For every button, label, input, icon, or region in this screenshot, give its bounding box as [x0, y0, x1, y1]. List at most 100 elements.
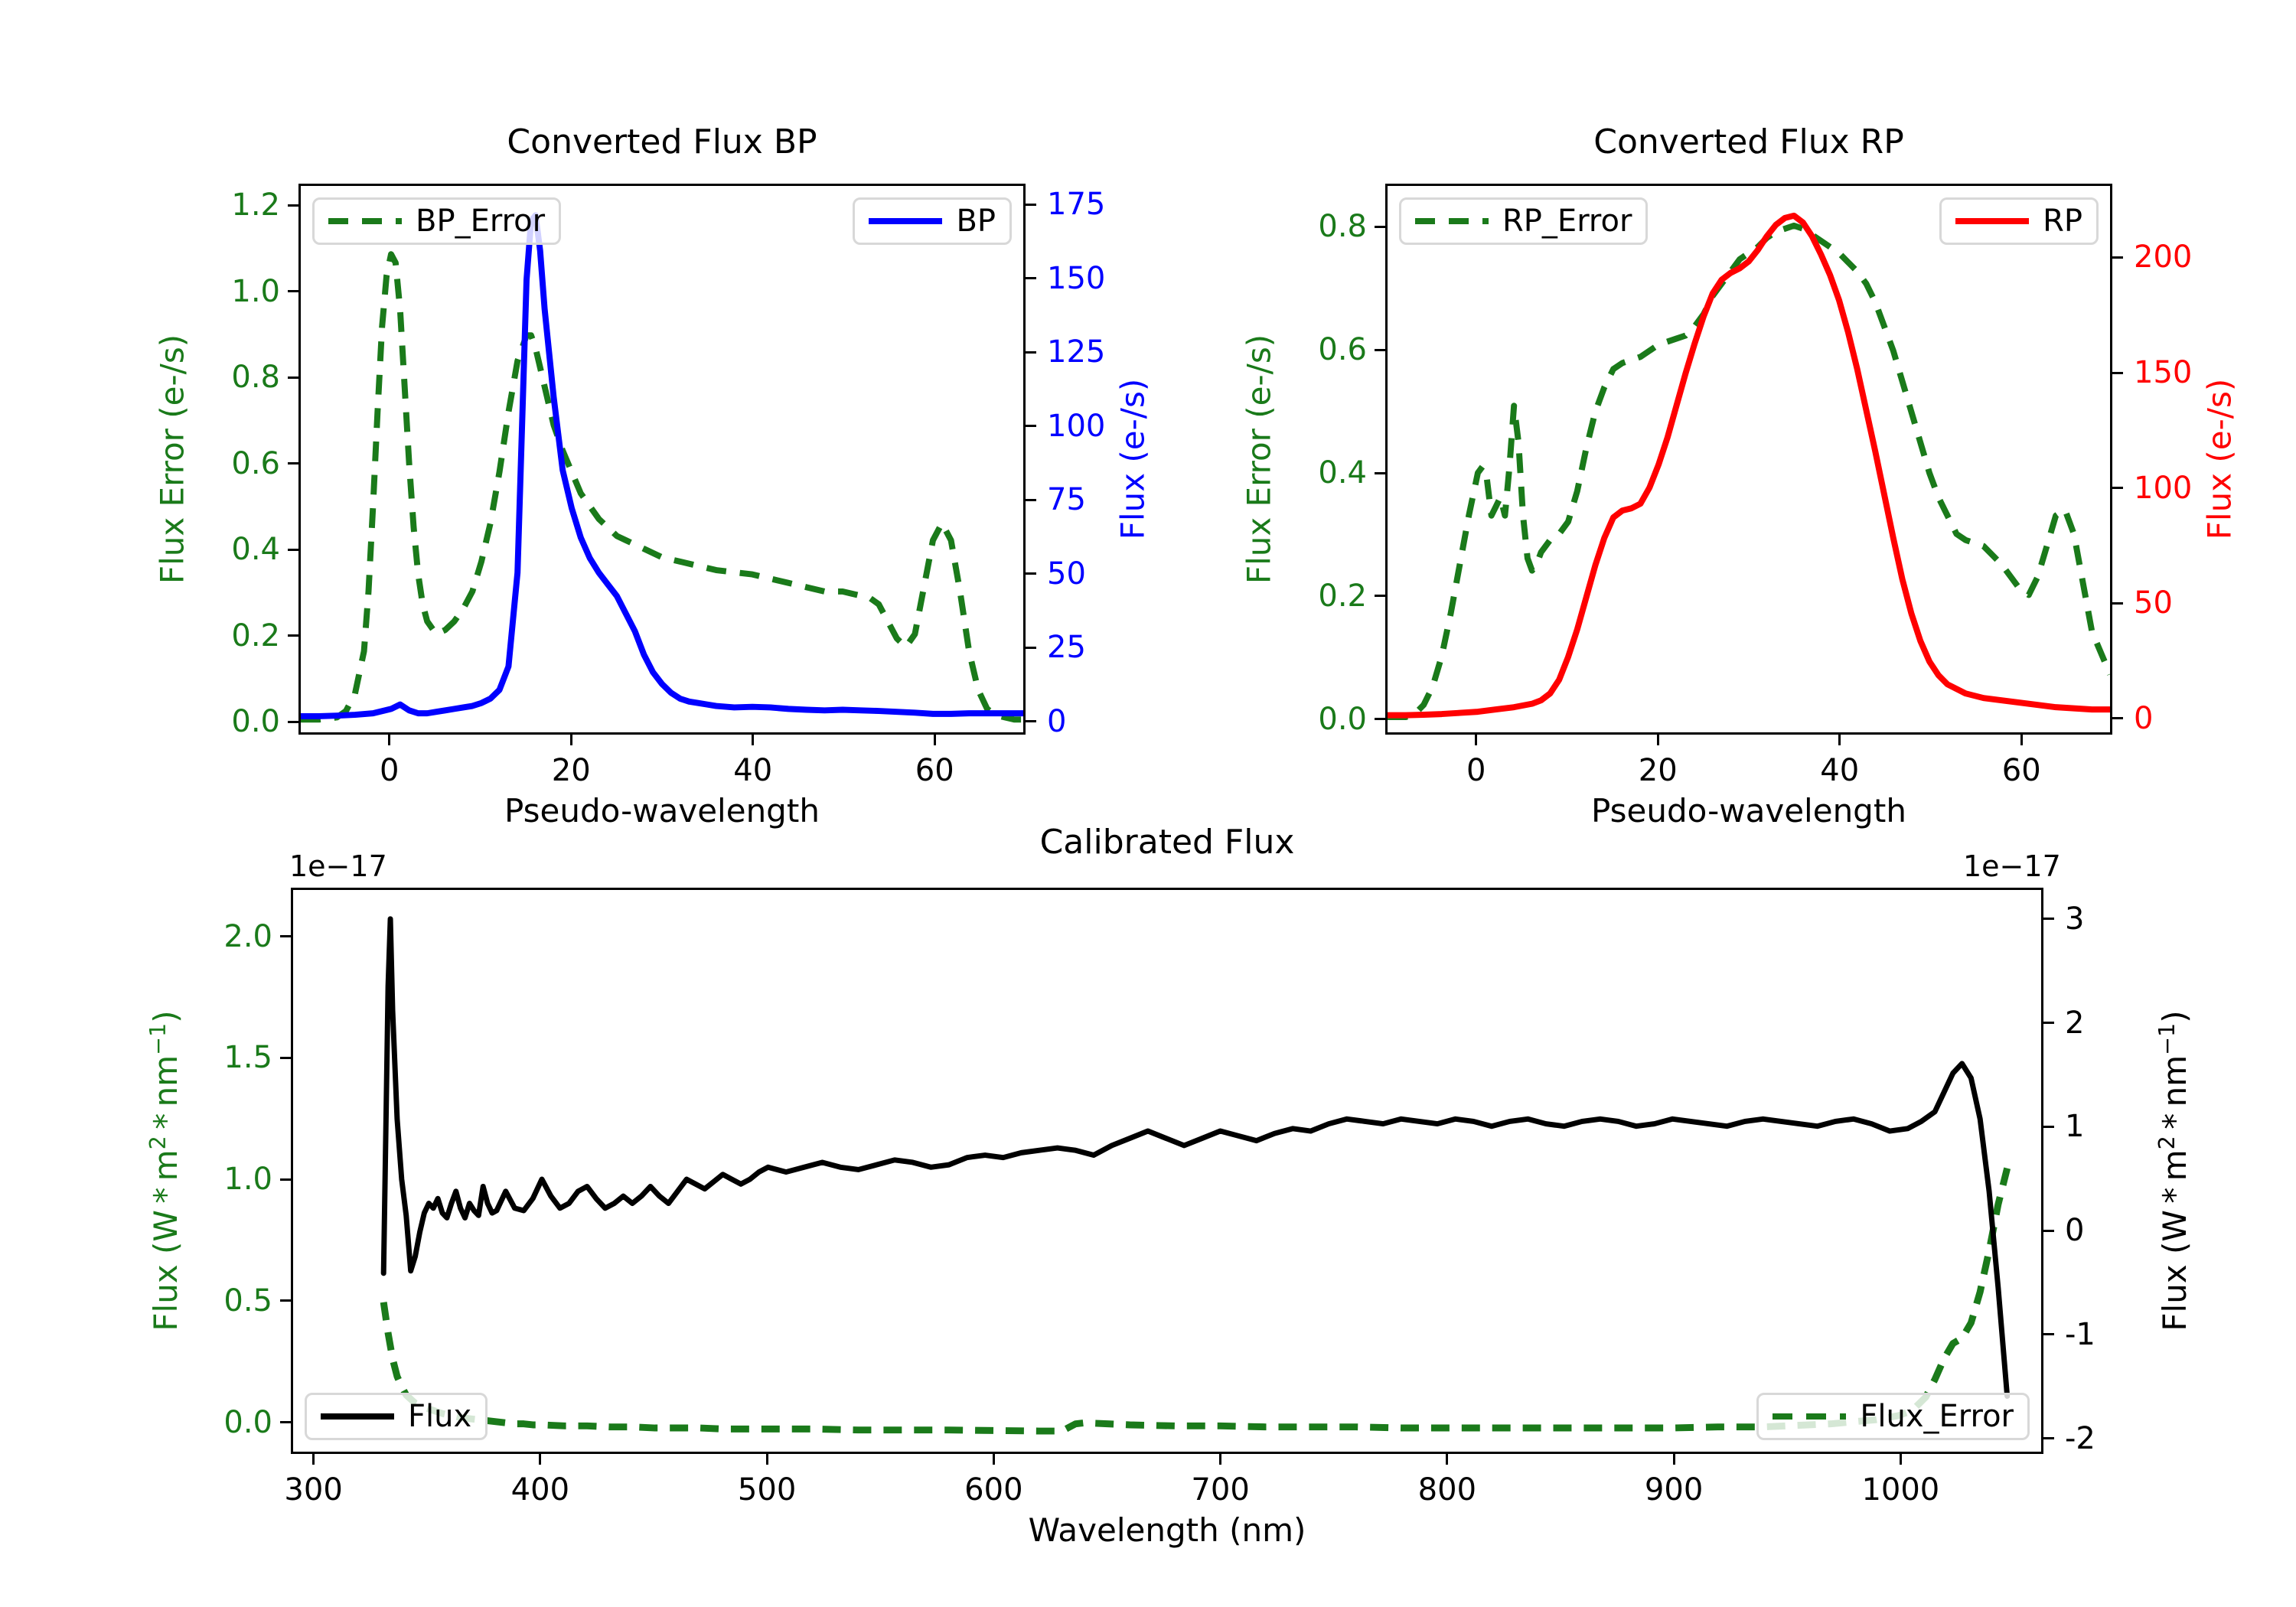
cal-plot-axes: Flux Flux_Error 0.0 0.5 1.0 1.5 2.0 -2 -1 0 1 2 3 3…: [223, 888, 2095, 1508]
x-tick-mark: [1475, 735, 1478, 745]
y-tick-mark-left: [288, 462, 298, 465]
x-tick-mark: [1838, 735, 1841, 745]
bp-flux-line: [301, 212, 1023, 719]
cal-offset-right: 1e−17: [1963, 849, 2061, 883]
y-tick-label-right: 2: [2065, 1005, 2085, 1041]
cal-flux-legend-label: Flux: [408, 1399, 472, 1434]
y-tick-label-right: 150: [2134, 355, 2193, 391]
x-tick-label: 600: [964, 1472, 1023, 1508]
y-tick-mark-right: [1026, 498, 1036, 501]
rp-flux-line: [1388, 212, 2110, 719]
y-tick-label-left: 1.2: [231, 187, 280, 223]
bp-error-line: [301, 251, 1023, 723]
y-tick-mark-right: [1026, 203, 1036, 206]
x-tick-mark: [992, 1454, 995, 1465]
y-tick-label-left: 0.2: [1318, 578, 1367, 614]
y-tick-mark-left: [1375, 595, 1385, 598]
cal-plot-title: Calibrated Flux: [1039, 823, 1295, 862]
x-tick-mark: [1446, 1454, 1449, 1465]
y-tick-mark-right: [2112, 487, 2123, 490]
y-tick-label-left: 0.6: [1318, 332, 1367, 368]
x-tick-label: 400: [510, 1472, 570, 1508]
cal-flux-line: [380, 916, 2011, 1400]
y-tick-label-right: 100: [1047, 408, 1106, 444]
cal-error-legend-swatch: [1773, 1413, 1847, 1420]
y-tick-mark-right: [2112, 371, 2123, 374]
x-tick-mark: [1219, 1454, 1222, 1465]
bp-flux-legend-swatch: [869, 218, 943, 224]
y-tick-mark-right: [2112, 256, 2123, 259]
y-tick-mark-left: [1375, 718, 1385, 721]
x-tick-label: 900: [1644, 1472, 1704, 1508]
y-tick-mark-left: [288, 290, 298, 293]
y-tick-label-right: 50: [2134, 585, 2173, 621]
cal-error-line: [380, 1167, 2011, 1435]
y-tick-label-left: 2.0: [223, 918, 272, 954]
y-tick-mark-right: [2112, 601, 2123, 605]
y-tick-mark-right: [2043, 1229, 2054, 1232]
x-tick-label: 20: [551, 753, 591, 788]
y-tick-mark-left: [280, 1178, 291, 1181]
bp-xlabel: Pseudo-wavelength: [504, 792, 820, 830]
y-tick-label-right: 50: [1047, 556, 1086, 592]
cal-error-legend[interactable]: Flux_Error: [1756, 1393, 2030, 1440]
x-tick-mark: [752, 735, 755, 745]
cal-offset-left: 1e−17: [289, 849, 387, 883]
x-tick-label: 1000: [1861, 1472, 1940, 1508]
y-tick-mark-right: [2043, 918, 2054, 921]
x-tick-label: 60: [915, 753, 954, 788]
y-tick-mark-left: [288, 204, 298, 207]
x-tick-label: 300: [284, 1472, 343, 1508]
y-tick-label-right: 0: [1047, 703, 1067, 739]
y-tick-label-left: 0.8: [1318, 209, 1367, 245]
y-tick-mark-right: [2043, 1437, 2054, 1440]
y-tick-label-left: 1.0: [231, 273, 280, 309]
y-tick-label-right: 0: [2065, 1213, 2085, 1249]
y-tick-label-left: 0.2: [231, 618, 280, 654]
y-tick-mark-right: [1026, 646, 1036, 649]
y-tick-mark-left: [280, 935, 291, 938]
cal-ylabel-left: Flux (W * m2 * nm−1): [145, 1010, 184, 1332]
rp-error-legend-swatch: [1415, 218, 1489, 224]
y-tick-mark-right: [2112, 717, 2123, 720]
y-tick-label-left: 0.6: [231, 445, 280, 481]
bp-plot-title: Converted Flux BP: [507, 122, 817, 161]
y-tick-mark-right: [2043, 1333, 2054, 1336]
cal-plot-frame: [291, 888, 2043, 1454]
rp-ylabel-right: Flux (e-/s): [2200, 378, 2239, 540]
rp-flux-legend[interactable]: RP: [1939, 197, 2099, 245]
y-tick-label-left: 0.0: [223, 1404, 272, 1440]
y-tick-mark-left: [1375, 225, 1385, 228]
x-tick-label: 40: [1820, 753, 1860, 788]
bp-error-legend[interactable]: BP_Error: [312, 197, 562, 245]
bp-plot-axes: BP_Error BP 0.0 0.2 0.4 0.6 0.8 1.0 1.2 0 25 50 75…: [231, 184, 1105, 788]
x-tick-mark: [765, 1454, 768, 1465]
x-tick-mark: [1672, 1454, 1675, 1465]
y-tick-label-left: 1.5: [223, 1040, 272, 1076]
rp-flux-legend-label: RP: [2043, 204, 2082, 239]
x-tick-mark: [1656, 735, 1659, 745]
x-tick-mark: [312, 1454, 315, 1465]
cal-flux-legend[interactable]: Flux: [305, 1393, 488, 1440]
y-tick-label-right: -2: [2065, 1420, 2095, 1456]
y-tick-label-left: 0.4: [231, 532, 280, 568]
x-tick-mark: [388, 735, 391, 745]
y-tick-mark-left: [280, 1056, 291, 1059]
y-tick-label-right: 100: [2134, 470, 2193, 506]
x-tick-label: 20: [1638, 753, 1678, 788]
cal-error-legend-label: Flux_Error: [1860, 1399, 2014, 1434]
cal-flux-legend-swatch: [321, 1413, 394, 1420]
y-tick-label-right: 3: [2065, 901, 2085, 937]
rp-plot-canvas: [1388, 212, 2110, 721]
y-tick-mark-left: [280, 1421, 291, 1424]
bp-ylabel-left: Flux Error (e-/s): [153, 334, 191, 585]
cal-xlabel: Wavelength (nm): [1028, 1511, 1306, 1549]
bp-ylabel-right: Flux (e-/s): [1114, 378, 1152, 540]
rp-error-legend[interactable]: RP_Error: [1399, 197, 1649, 245]
cal-plot-canvas: [380, 916, 2011, 1435]
y-tick-label-left: 0.5: [223, 1283, 272, 1319]
rp-error-legend-label: RP_Error: [1502, 204, 1632, 239]
bp-flux-legend[interactable]: BP: [853, 197, 1012, 245]
rp-plot-axes: RP_Error RP 0.0 0.2 0.4 0.6 0.8 0 50 100 150 200 0…: [1318, 184, 2192, 788]
x-tick-label: 60: [2001, 753, 2041, 788]
